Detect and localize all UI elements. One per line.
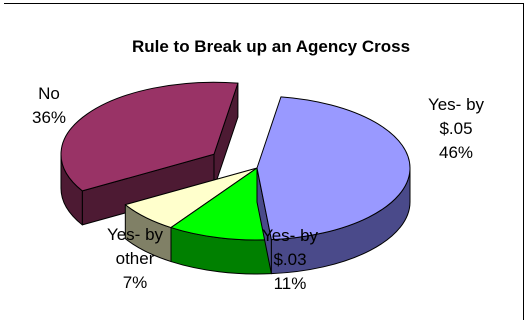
slice-no-36-top — [60, 81, 239, 192]
slice-label-no-36: No 36% — [32, 84, 66, 127]
slice-yes-by-05-46 — [256, 96, 411, 275]
slice-labels: Yes- by $.05 46% Yes- by $.03 11% Yes- by other… — [32, 84, 485, 293]
slice-label-yes-by-other-7: Yes- by other 7% — [107, 225, 164, 292]
slice-label-line: other — [116, 249, 155, 268]
slice-label-line: 46% — [439, 143, 473, 162]
pie-slices — [60, 81, 411, 275]
slice-label-line: No — [38, 84, 60, 103]
slice-label-line: $.05 — [439, 119, 472, 138]
slice-label-line: 7% — [123, 273, 148, 292]
slice-yes-by-03-11 — [170, 167, 272, 275]
slice-label-line: Yes- by — [428, 95, 485, 114]
chart-title: Rule to Break up an Agency Cross — [132, 37, 410, 56]
slice-label-line: Yes- by — [262, 226, 319, 245]
slice-no-36 — [60, 81, 239, 226]
slice-label-line: 11% — [274, 274, 307, 293]
slice-label-yes-by-03-11: Yes- by $.03 11% — [262, 226, 319, 293]
slice-label-line: Yes- by — [107, 225, 164, 244]
slice-label-yes-by-05-46: Yes- by $.05 46% — [428, 95, 485, 162]
chart-frame — [4, 3, 524, 320]
slice-yes-by-05-46-top — [256, 96, 411, 241]
slice-label-line: 36% — [32, 108, 66, 127]
slice-label-line: $.03 — [273, 250, 306, 269]
